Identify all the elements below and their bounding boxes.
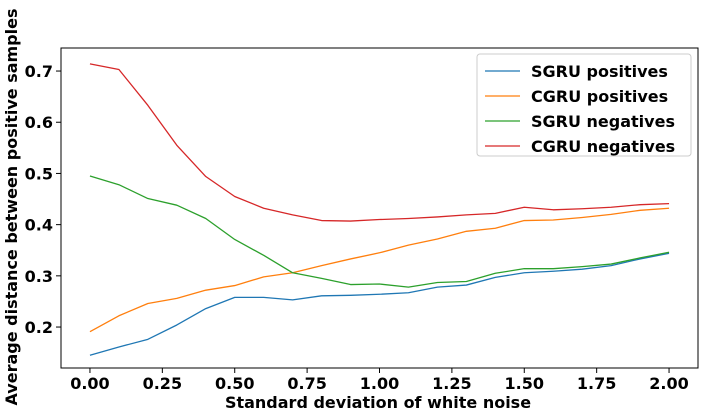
series-lines: [89, 63, 670, 356]
legend-box: [476, 53, 692, 157]
x-tick-label-6: 1.50: [505, 374, 544, 393]
x-axis-label: Standard deviation of white noise: [225, 393, 531, 412]
x-tick-label-2: 0.50: [215, 374, 254, 393]
x-tick-label-1: 0.25: [143, 374, 182, 393]
y-tick-label-3: 0.5: [25, 164, 53, 183]
y-tick-label-1: 0.3: [25, 267, 53, 286]
y-axis: 0.2 0.3 0.4 0.5 0.6 0.7: [25, 62, 61, 337]
series-line-cgru-positives: [89, 207, 670, 333]
x-tick-label-3: 0.75: [287, 374, 326, 393]
y-tick-label-2: 0.4: [25, 216, 53, 235]
series-line-sgru-positives: [89, 252, 670, 356]
x-axis: 0.00 0.25 0.50 0.75 1.00 1.25 1.50 1.75 2.00: [70, 368, 689, 393]
y-tick-label-5: 0.7: [25, 62, 53, 81]
legend-label-sgru-negatives: SGRU negatives: [531, 112, 675, 131]
series-line-cgru-negatives: [89, 63, 670, 222]
y-tick-label-4: 0.6: [25, 113, 53, 132]
legend-label-cgru-negatives: CGRU negatives: [531, 137, 675, 156]
y-axis-label: Average distance between positive sample…: [2, 9, 21, 406]
legend-label-cgru-positives: CGRU positives: [531, 87, 668, 106]
x-tick-label-5: 1.25: [432, 374, 471, 393]
series-line-sgru-negatives: [89, 175, 670, 288]
legend: SGRU positives CGRU positives SGRU negativ…: [476, 53, 692, 157]
y-tick-label-0: 0.2: [25, 318, 53, 337]
legend-label-sgru-positives: SGRU positives: [531, 62, 668, 81]
x-tick-label-0: 0.00: [70, 374, 109, 393]
x-tick-label-8: 2.00: [649, 374, 688, 393]
x-tick-label-7: 1.75: [577, 374, 616, 393]
x-tick-label-4: 1.00: [360, 374, 399, 393]
